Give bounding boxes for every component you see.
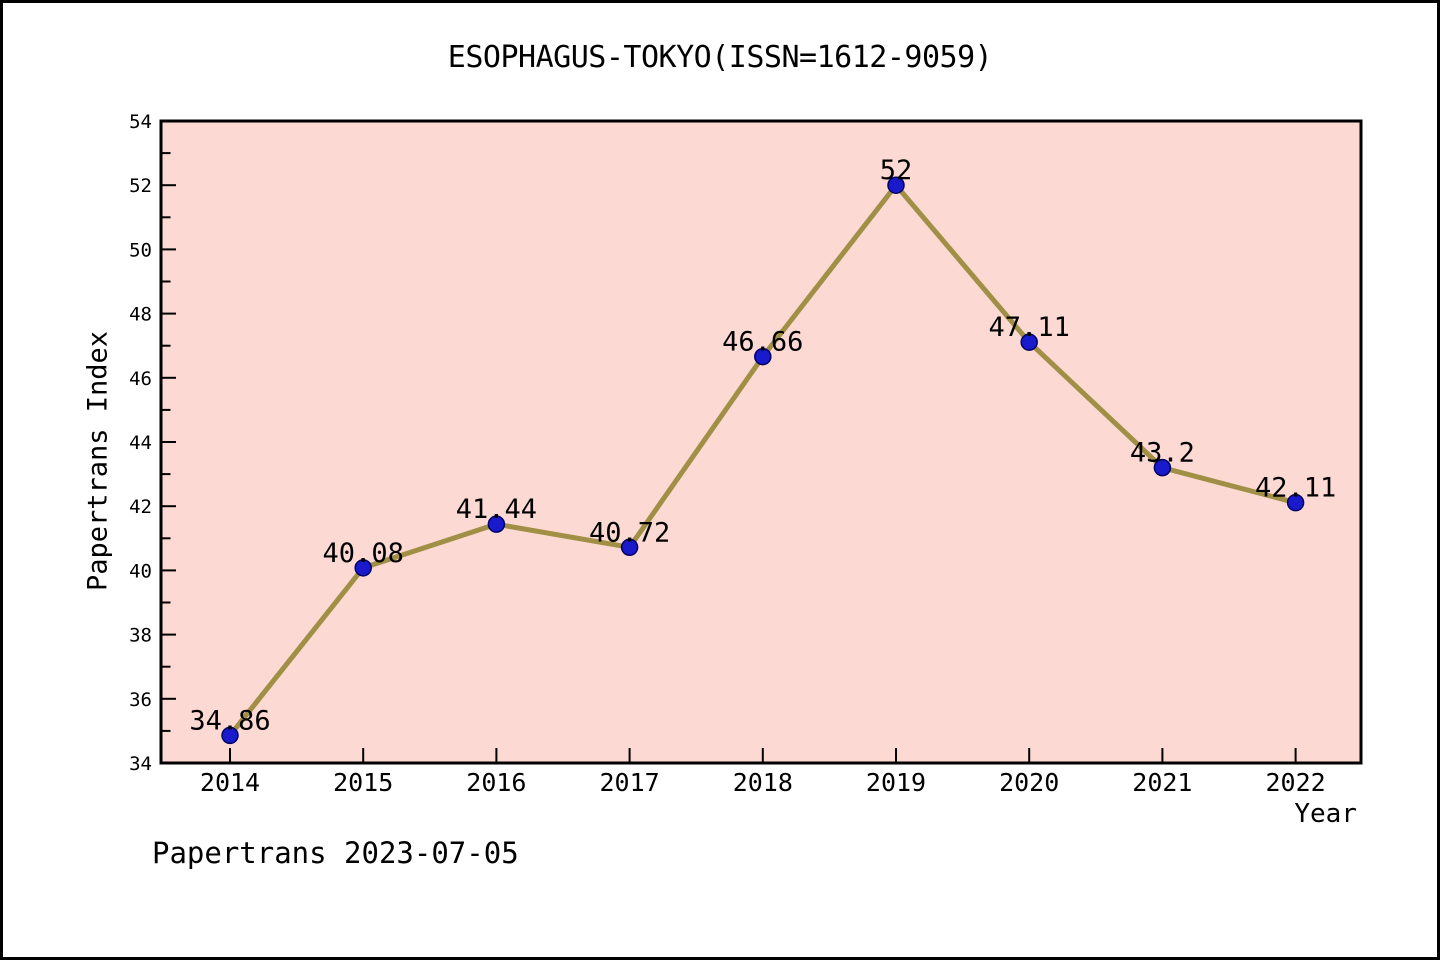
y-tick-label: 52 [129, 175, 152, 197]
data-point [620, 538, 639, 557]
plot-area [161, 121, 1361, 763]
x-tick-label: 2016 [466, 768, 526, 797]
y-tick-label: 36 [129, 689, 152, 711]
y-tick-label: 34 [129, 753, 152, 775]
y-tick-label: 40 [129, 560, 152, 582]
x-tick-label: 2019 [866, 768, 926, 797]
data-point-label: 41.44 [456, 494, 537, 525]
data-point-label: 40.72 [589, 517, 670, 548]
data-point [487, 515, 506, 533]
data-point [1153, 458, 1172, 477]
data-point [1020, 333, 1038, 351]
x-tick-label: 2022 [1265, 768, 1325, 797]
data-point-label: 43.2 [1130, 438, 1195, 469]
footer-watermark: Papertrans 2023-07-05 [152, 836, 519, 870]
x-tick-label: 2015 [333, 768, 393, 797]
data-point [354, 559, 372, 577]
y-tick-label: 44 [129, 432, 152, 454]
data-point-label: 42.11 [1255, 473, 1336, 504]
line-chart: 34 36 38 40 42 44 46 48 50 52 54 2014 2015 2016 2017 20… [129, 111, 1363, 797]
data-point-label: 34.86 [189, 705, 270, 736]
y-tick-label: 48 [129, 304, 152, 326]
x-tick-label: 2021 [1132, 768, 1192, 797]
y-tick-label: 38 [129, 625, 152, 647]
data-point-label: 40.08 [323, 538, 404, 569]
data-point [887, 176, 905, 194]
x-tick-label: 2014 [200, 768, 260, 797]
y-tick-label: 46 [129, 368, 152, 390]
chart-title: ESOPHAGUS-TOKYO(ISSN=1612-9059) [447, 40, 993, 75]
x-tick-label: 2018 [733, 768, 793, 797]
x-tick-label: 2020 [999, 768, 1059, 797]
x-tick-label: 2017 [599, 768, 659, 797]
y-tick-label: 50 [129, 239, 152, 261]
data-point-label: 46.66 [722, 327, 803, 358]
data-point [221, 726, 239, 745]
x-axis-title: Year [1294, 799, 1357, 829]
data-point-label: 52 [880, 155, 913, 186]
data-point [754, 347, 772, 366]
y-tick-label: 42 [129, 496, 152, 518]
data-point-label: 47.11 [989, 312, 1070, 343]
plot-border [159, 119, 1363, 765]
y-tick-label: 54 [129, 111, 152, 133]
data-point [1286, 493, 1305, 512]
